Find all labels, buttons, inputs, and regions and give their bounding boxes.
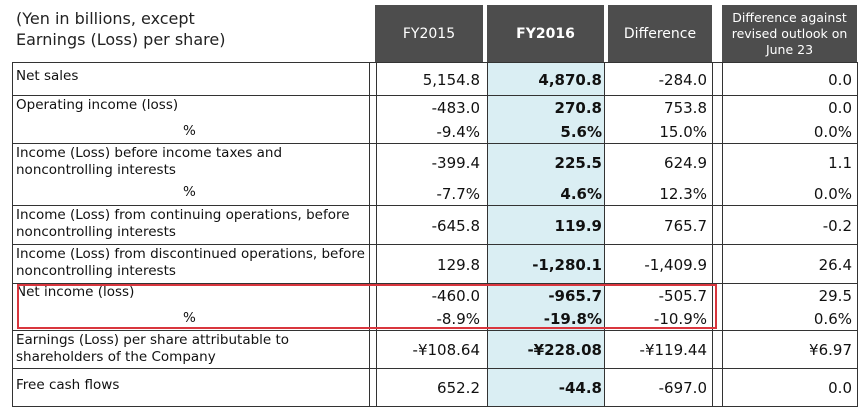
row-label: Operating income (loss) bbox=[16, 96, 179, 113]
cell-fy2015: 129.8 bbox=[437, 255, 480, 274]
cell-fy2016: 4.6% bbox=[560, 184, 602, 203]
cell-fy2015: 5,154.8 bbox=[422, 70, 480, 89]
header-fy2015: FY2015 bbox=[375, 5, 483, 62]
caption-line-1: (Yen in billions, except bbox=[16, 9, 195, 28]
cell-diff: -284.0 bbox=[658, 70, 707, 89]
table-grid-vline bbox=[712, 62, 713, 406]
cell-outlook: 29.5 bbox=[818, 286, 852, 305]
cell-fy2015: 652.2 bbox=[437, 379, 480, 397]
cell-fy2016: 270.8 bbox=[554, 99, 602, 117]
cell-fy2015: -7.7% bbox=[436, 184, 480, 203]
table-grid-hline bbox=[12, 95, 858, 96]
row-label: Net sales bbox=[16, 68, 79, 84]
cell-outlook: -0.2 bbox=[822, 216, 852, 235]
cell-outlook: 0.0 bbox=[828, 379, 852, 397]
table-grid-vline bbox=[369, 62, 370, 406]
cell-diff: 753.8 bbox=[664, 99, 707, 117]
table-grid-hline bbox=[12, 205, 858, 206]
row-percent-label: % bbox=[183, 309, 196, 326]
cell-outlook: 1.1 bbox=[828, 153, 852, 172]
row-percent-label: % bbox=[183, 122, 196, 139]
cell-fy2015: -8.9% bbox=[436, 310, 480, 328]
cell-fy2015: -645.8 bbox=[431, 216, 480, 235]
table-caption: (Yen in billions, except Earnings (Loss)… bbox=[16, 8, 366, 50]
cell-diff: -505.7 bbox=[658, 286, 707, 305]
cell-diff: -697.0 bbox=[658, 379, 707, 397]
header-outlook-difference: Difference against revised outlook on Ju… bbox=[722, 5, 857, 62]
table-grid-hline bbox=[12, 368, 858, 369]
row-percent-label: % bbox=[183, 184, 196, 200]
table-grid-vline bbox=[487, 62, 488, 406]
row-label: Net income (loss) bbox=[16, 284, 135, 300]
row-label: Free cash flows bbox=[16, 376, 120, 393]
cell-fy2016: 5.6% bbox=[560, 123, 602, 141]
row-label: Income (Loss) from continuing operations… bbox=[16, 207, 350, 240]
table-grid-hline bbox=[12, 244, 858, 245]
table-grid-vline bbox=[857, 62, 858, 406]
caption-line-2: Earnings (Loss) per share) bbox=[16, 30, 226, 49]
cell-fy2016: -1,280.1 bbox=[532, 255, 602, 274]
cell-diff: -10.9% bbox=[653, 310, 707, 328]
row-label: Income (Loss) before income taxes and no… bbox=[16, 145, 283, 178]
table-grid-vline bbox=[12, 62, 13, 406]
cell-fy2015: -¥108.64 bbox=[412, 341, 480, 359]
cell-outlook: 26.4 bbox=[818, 255, 852, 274]
cell-fy2016: -19.8% bbox=[543, 310, 602, 328]
cell-fy2016: 119.9 bbox=[554, 216, 602, 235]
cell-outlook: ¥6.97 bbox=[809, 341, 852, 359]
table-grid-vline bbox=[376, 62, 377, 406]
cell-fy2015: -9.4% bbox=[436, 123, 480, 141]
table-grid-hline bbox=[12, 143, 858, 144]
cell-fy2016: 4,870.8 bbox=[538, 70, 602, 89]
cell-fy2016: 225.5 bbox=[554, 153, 602, 172]
table-grid-vline bbox=[604, 62, 605, 406]
cell-outlook: 0.6% bbox=[813, 310, 852, 328]
cell-diff: 15.0% bbox=[659, 123, 707, 141]
cell-fy2015: -460.0 bbox=[431, 286, 480, 305]
table-grid-hline bbox=[12, 62, 858, 63]
header-difference: Difference bbox=[608, 5, 712, 62]
cell-outlook: 0.0 bbox=[828, 70, 852, 89]
cell-diff: -1,409.9 bbox=[644, 255, 707, 274]
cell-diff: 765.7 bbox=[664, 216, 707, 235]
net-income-highlight-box bbox=[17, 284, 717, 329]
table-grid-hline bbox=[12, 283, 858, 284]
cell-fy2016: -965.7 bbox=[548, 286, 602, 305]
cell-outlook: 0.0% bbox=[813, 123, 852, 141]
cell-diff: 624.9 bbox=[664, 153, 707, 172]
cell-diff: -¥119.44 bbox=[639, 341, 707, 359]
header-fy2016: FY2016 bbox=[487, 5, 604, 62]
cell-fy2016: -¥228.08 bbox=[527, 341, 602, 359]
row-label: Earnings (Loss) per share attributable t… bbox=[16, 332, 290, 365]
cell-fy2015: -399.4 bbox=[431, 153, 480, 172]
fy2016-column-highlight bbox=[488, 62, 604, 406]
cell-diff: 12.3% bbox=[659, 184, 707, 203]
cell-outlook: 0.0% bbox=[813, 184, 852, 203]
cell-fy2015: -483.0 bbox=[431, 99, 480, 117]
row-label: Income (Loss) from discontinued operatio… bbox=[16, 246, 365, 279]
cell-fy2016: -44.8 bbox=[558, 379, 602, 397]
table-grid-hline bbox=[12, 330, 858, 331]
table-grid-vline bbox=[722, 62, 723, 406]
cell-outlook: 0.0 bbox=[828, 99, 852, 117]
